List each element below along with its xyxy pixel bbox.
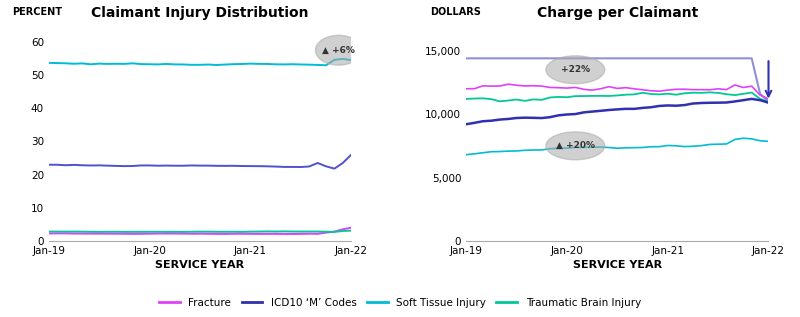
Ellipse shape <box>546 56 605 84</box>
Text: DOLLARS: DOLLARS <box>430 7 481 17</box>
Ellipse shape <box>546 132 605 160</box>
Text: ▲ +20%: ▲ +20% <box>556 141 595 150</box>
Text: ▲ +6%: ▲ +6% <box>322 46 355 55</box>
Text: PERCENT: PERCENT <box>13 7 62 17</box>
Title: Charge per Claimant: Charge per Claimant <box>537 6 698 20</box>
Ellipse shape <box>315 35 362 65</box>
X-axis label: SERVICE YEAR: SERVICE YEAR <box>155 260 245 270</box>
Title: Claimant Injury Distribution: Claimant Injury Distribution <box>91 6 309 20</box>
Legend: Fracture, ICD10 ‘M’ Codes, Soft Tissue Injury, Traumatic Brain Injury: Fracture, ICD10 ‘M’ Codes, Soft Tissue I… <box>155 294 645 312</box>
X-axis label: SERVICE YEAR: SERVICE YEAR <box>573 260 662 270</box>
Text: +22%: +22% <box>561 65 590 74</box>
